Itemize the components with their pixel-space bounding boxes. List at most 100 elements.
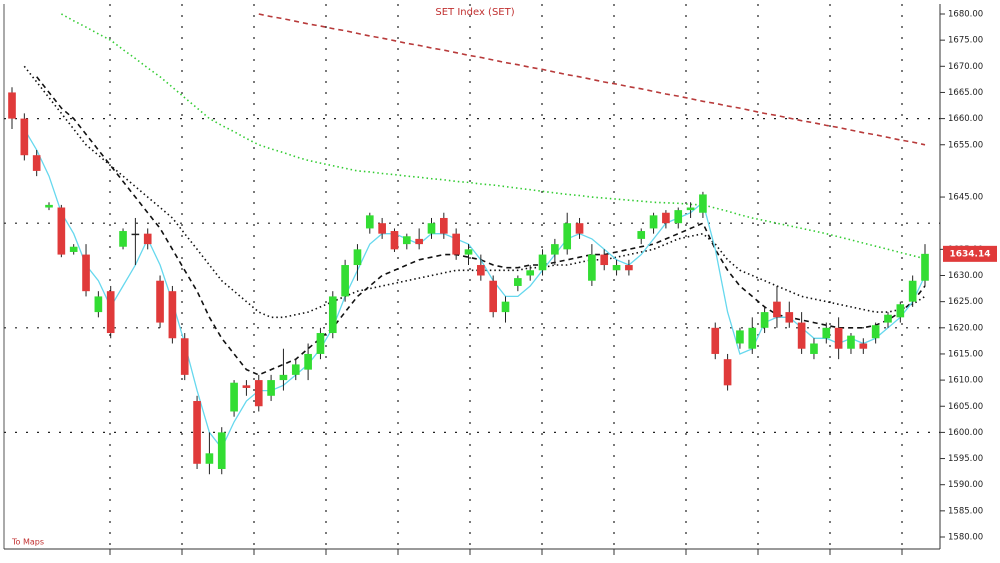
- candle-body: [810, 343, 818, 354]
- candle-body: [797, 322, 806, 349]
- candle-body: [760, 312, 769, 328]
- candle-body: [242, 385, 251, 388]
- y-tick-label: 1615.00: [948, 349, 983, 359]
- candle-body: [439, 217, 448, 234]
- y-tick-label: 1595.00: [948, 454, 983, 464]
- y-tick-label: 1605.00: [948, 402, 983, 412]
- candle-body: [834, 327, 843, 349]
- candle-body: [143, 233, 152, 245]
- candle-body: [82, 254, 90, 292]
- candle-body: [699, 194, 707, 213]
- candle-body: [106, 291, 115, 334]
- candle-body: [390, 231, 399, 250]
- candle-body: [526, 270, 535, 276]
- candle-body: [896, 304, 905, 318]
- candle-body: [736, 330, 744, 344]
- last-price-label: 1634.14: [950, 249, 991, 259]
- y-tick-label: 1655.00: [948, 140, 983, 150]
- candle-body: [341, 265, 349, 297]
- y-tick-label: 1625.00: [948, 297, 983, 307]
- candle-body: [328, 296, 337, 334]
- candle-body: [662, 212, 670, 224]
- candle-body: [649, 215, 658, 229]
- candle-body: [365, 215, 374, 229]
- candle-body: [217, 432, 226, 470]
- candle-body: [254, 380, 263, 407]
- candle-body: [477, 265, 485, 276]
- candle-body: [353, 249, 362, 266]
- candle-body: [686, 207, 695, 211]
- candle-body: [871, 325, 880, 339]
- candle-body: [45, 204, 53, 208]
- y-tick-label: 1665.00: [948, 88, 983, 98]
- y-tick-label: 1590.00: [948, 480, 983, 490]
- candle-body: [94, 296, 103, 313]
- y-tick-label: 1680.00: [948, 10, 983, 20]
- candle-body: [723, 359, 732, 386]
- candle-body: [427, 223, 436, 234]
- candle-body: [119, 231, 127, 247]
- y-tick-label: 1620.00: [948, 323, 983, 333]
- candle-body: [501, 301, 510, 313]
- y-tick-label: 1600.00: [948, 428, 983, 438]
- candle-body: [230, 382, 238, 412]
- candle-body: [489, 280, 498, 313]
- candle-body: [291, 364, 300, 375]
- y-tick-label: 1670.00: [948, 62, 983, 72]
- candle-body: [551, 244, 559, 255]
- candle-body: [69, 246, 78, 252]
- y-tick-label: 1675.00: [948, 36, 983, 46]
- candle-body: [538, 254, 547, 271]
- candle-body: [464, 249, 473, 255]
- candle-body: [612, 265, 621, 271]
- candle-body: [847, 335, 855, 349]
- candle-body: [711, 327, 720, 354]
- candle-body: [193, 401, 201, 464]
- candle-body: [674, 210, 683, 224]
- candle-body: [563, 223, 572, 250]
- candle-body: [304, 353, 312, 370]
- candle-body: [279, 374, 288, 381]
- y-tick-label: 1660.00: [948, 114, 983, 124]
- candle-body: [908, 280, 917, 302]
- candle-body: [168, 291, 177, 339]
- last-price-tag: [943, 245, 997, 262]
- y-tick-label: 1585.00: [948, 506, 983, 516]
- candle-body: [822, 327, 831, 339]
- candle-body: [402, 236, 411, 245]
- candle-body: [921, 253, 929, 281]
- moving-average-line: [61, 13, 926, 260]
- candle-body: [131, 233, 140, 236]
- candle-body: [625, 265, 633, 271]
- chart-title: SET Index (SET): [435, 7, 514, 18]
- candle-body: [20, 118, 29, 156]
- candle-body: [514, 278, 522, 286]
- candle-body: [600, 254, 609, 266]
- moving-average-line: [23, 65, 926, 319]
- candle-body: [773, 301, 781, 318]
- candle-body: [884, 314, 892, 323]
- candle-body: [156, 280, 164, 323]
- y-tick-label: 1630.00: [948, 271, 983, 281]
- candle-body: [859, 343, 868, 349]
- candle-body: [415, 238, 423, 245]
- candle-body: [575, 223, 584, 234]
- candle-body: [785, 312, 794, 323]
- candle-body: [32, 155, 41, 171]
- y-tick-label: 1580.00: [948, 533, 983, 543]
- candle-body: [205, 453, 214, 464]
- candle-body: [57, 207, 66, 255]
- candle-body: [316, 333, 325, 354]
- candle-body: [8, 92, 16, 119]
- y-tick-label: 1645.00: [948, 193, 983, 203]
- candle-body: [452, 233, 460, 255]
- candle-body: [267, 380, 275, 396]
- candle-body: [637, 231, 646, 239]
- candle-body: [588, 254, 596, 281]
- candle-body: [748, 327, 757, 349]
- candle-body: [180, 338, 189, 375]
- y-tick-label: 1610.00: [948, 376, 983, 386]
